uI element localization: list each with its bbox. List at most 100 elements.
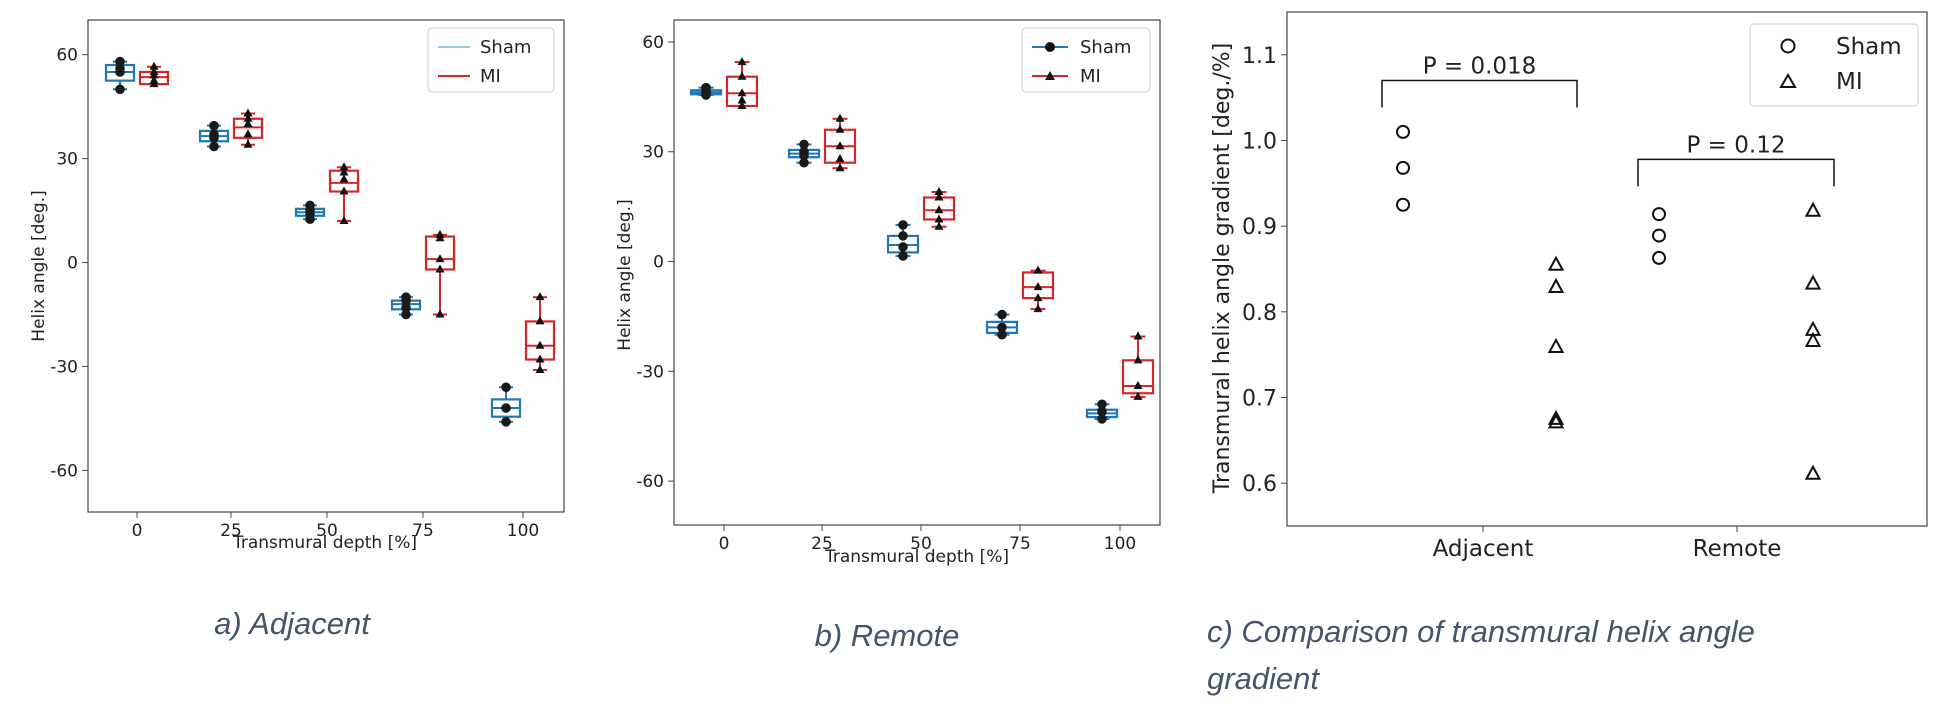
y-tick-label: 0 <box>653 253 664 273</box>
data-point <box>501 417 511 427</box>
y-ticks-c: 1.1 1.0 0.9 0.8 0.7 0.6 <box>1242 44 1287 497</box>
sham-point-adjacent <box>1396 124 1410 139</box>
x-tick-label: 50 <box>910 534 932 554</box>
mi-box-100 <box>524 292 556 373</box>
mi-box-50 <box>328 162 360 224</box>
legend-marker-mi-b <box>1045 71 1055 80</box>
x-tick-label: 75 <box>1009 534 1031 554</box>
data-point <box>799 150 809 161</box>
bracket-remote <box>1637 158 1835 187</box>
y-tick-label: -60 <box>636 472 664 492</box>
data-point <box>435 264 445 273</box>
p-value-label: P = 0.12 <box>1687 132 1786 158</box>
data-point <box>149 61 159 70</box>
caption-c-line: c) Comparison of transmural helix angle <box>1207 614 1755 649</box>
marks-b <box>689 57 1155 424</box>
y-tick-label: 1.0 <box>1242 130 1277 155</box>
sham-box-0 <box>689 82 723 100</box>
data-point <box>535 316 545 325</box>
data-point <box>737 88 747 97</box>
data-point <box>1133 380 1143 389</box>
data-point <box>898 220 908 230</box>
sham-box-50 <box>294 200 326 225</box>
legend-c: Sham MI <box>1749 23 1919 107</box>
caption-a: a) Adjacent <box>214 606 371 641</box>
data-point <box>934 221 944 230</box>
data-point <box>934 205 944 214</box>
mi-box-50 <box>922 186 956 230</box>
marks-a <box>104 56 556 427</box>
data-point <box>115 56 125 67</box>
panel-b: 60 30 0 -30 -60 0 25 50 75 100 Transmural depth … <box>615 19 1161 653</box>
y-tick-label: 60 <box>56 46 78 66</box>
mi-point-remote <box>1804 331 1822 347</box>
y-tick-label: 30 <box>642 143 664 163</box>
data-point <box>799 157 809 168</box>
x-tick-label: 100 <box>507 521 539 541</box>
box-iqr <box>524 320 556 361</box>
x-ticks-a: 0 25 50 75 100 <box>132 512 539 541</box>
data-point <box>997 322 1007 333</box>
mi-box-0 <box>725 57 759 109</box>
legend-marker-sham-c <box>1780 38 1796 54</box>
mi-box-75 <box>424 229 456 318</box>
data-point <box>1133 355 1143 364</box>
data-point <box>898 251 908 261</box>
mi-point-remote <box>1804 464 1822 480</box>
marks-c <box>1396 124 1822 480</box>
data-point <box>501 382 511 393</box>
mi-point-remote <box>1804 274 1822 290</box>
data-point <box>115 67 125 77</box>
data-point <box>401 295 411 306</box>
y-tick-label: 0.6 <box>1242 472 1277 497</box>
sham-box-25 <box>198 120 230 152</box>
data-point <box>997 309 1007 320</box>
sham-box-100 <box>490 382 522 427</box>
data-point <box>934 214 944 223</box>
data-point <box>209 133 219 143</box>
data-point <box>1033 282 1043 291</box>
caption-b: b) Remote <box>815 618 960 653</box>
sham-box-75 <box>985 309 1019 340</box>
x-tick-label: Adjacent <box>1433 536 1534 562</box>
legend-label-mi-b: MI <box>1080 66 1101 87</box>
data-point <box>339 186 349 195</box>
legend-b: Sham MI <box>1021 27 1151 93</box>
data-point <box>1097 399 1107 410</box>
data-point <box>435 309 445 318</box>
x-tick-label: 25 <box>220 521 242 541</box>
data-point <box>209 120 219 131</box>
sham-point-adjacent <box>1396 197 1410 212</box>
data-point <box>701 90 711 100</box>
data-point <box>997 329 1007 340</box>
p-value-label: P = 0.018 <box>1423 54 1537 80</box>
mi-point-adjacent <box>1547 409 1565 425</box>
data-point <box>149 79 159 88</box>
sham-box-0 <box>104 56 136 95</box>
x-ticks-b: 0 25 50 75 100 <box>719 525 1136 554</box>
data-point <box>535 292 545 301</box>
data-point <box>835 141 845 150</box>
data-point <box>305 214 315 225</box>
x-tick-label: 25 <box>811 534 833 554</box>
plot-frame-c <box>1286 11 1928 527</box>
data-point <box>835 124 845 133</box>
y-tick-label: 0.9 <box>1242 215 1277 240</box>
y-ticks-b: 60 30 0 -30 -60 <box>636 33 674 492</box>
y-axis-label-a: Helix angle [deg.] <box>29 190 49 341</box>
data-point <box>243 118 253 127</box>
legend-a: Sham MI <box>427 27 555 93</box>
y-ticks-a: 60 30 0 -30 -60 <box>50 46 88 481</box>
mi-box-25 <box>232 108 264 148</box>
significance-brackets: P = 0.018 P = 0.12 <box>1381 54 1835 187</box>
data-point <box>339 162 349 171</box>
x-tick-label: 50 <box>316 521 338 541</box>
data-point <box>1033 293 1043 302</box>
panel-c: 1.1 1.0 0.9 0.8 0.7 0.6 Adjacent Remote P = 0.… <box>1210 11 1928 562</box>
sham-box-100 <box>1085 399 1119 424</box>
data-point <box>339 174 349 183</box>
data-point <box>737 95 747 104</box>
x-axis-label-b: Transmural depth [%] <box>824 547 1009 567</box>
data-point <box>737 71 747 80</box>
legend-label-mi-a: MI <box>480 66 501 87</box>
